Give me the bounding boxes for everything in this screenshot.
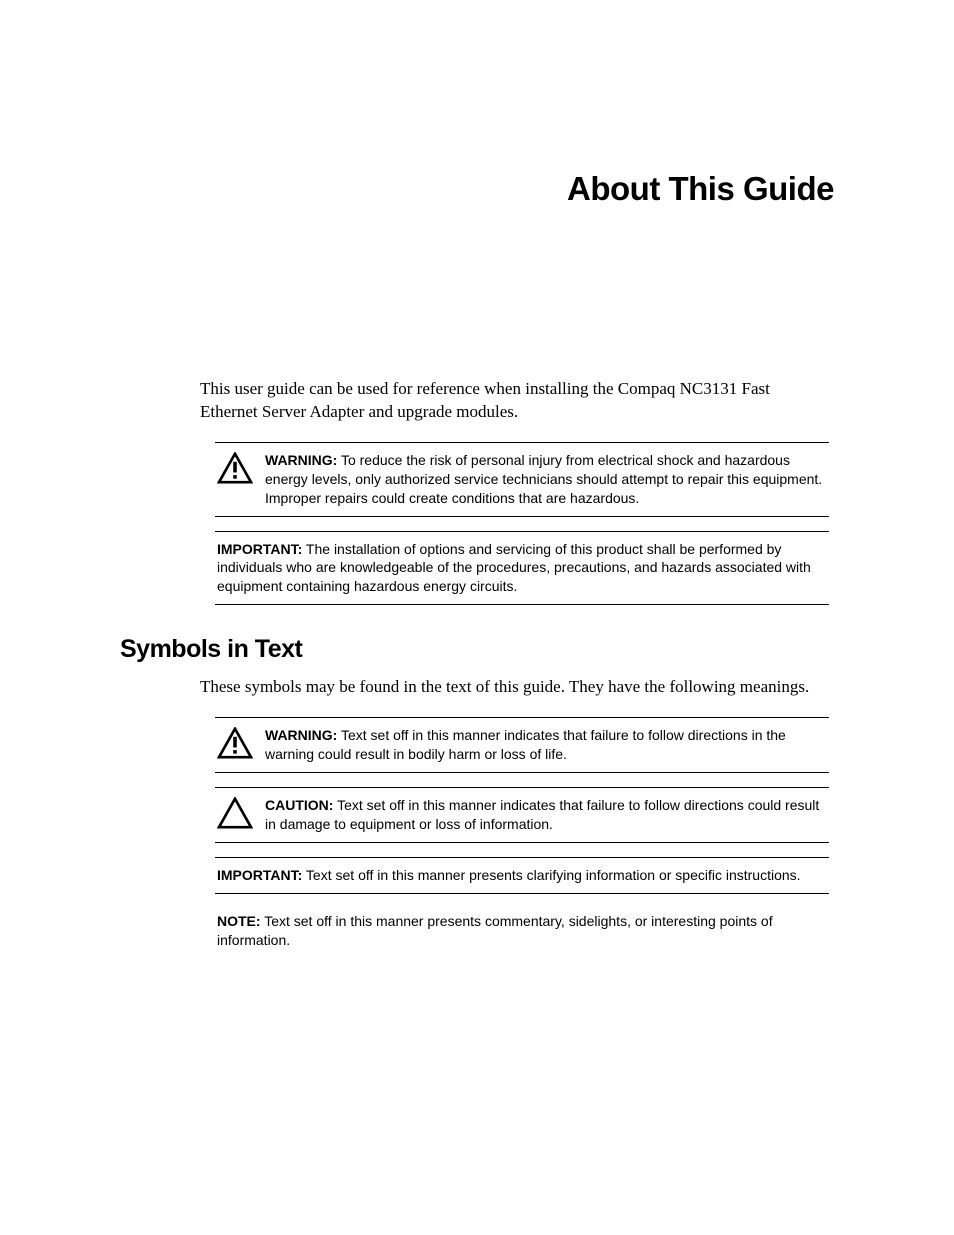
notice-row: WARNING: To reduce the risk of personal … [217,451,827,508]
document-page: About This Guide This user guide can be … [0,0,954,1235]
warning-icon [217,451,253,485]
important-text-1: IMPORTANT: The installation of options a… [217,540,827,597]
notice-row: CAUTION: Text set off in this manner ind… [217,796,827,834]
important-body: Text set off in this manner presents cla… [302,867,800,883]
section-heading: Symbols in Text [120,635,834,664]
warning-body: To reduce the risk of personal injury fr… [265,452,822,506]
warning-icon [217,726,253,760]
caution-body: Text set off in this manner indicates th… [265,797,819,832]
caution-label: CAUTION: [265,797,333,813]
warning-text-1: WARNING: To reduce the risk of personal … [265,451,827,508]
warning-block-2: WARNING: Text set off in this manner ind… [215,717,829,773]
important-text-2: IMPORTANT: Text set off in this manner p… [217,866,827,885]
intro-paragraph: This user guide can be used for referenc… [200,378,829,424]
caution-icon [217,796,253,830]
warning-label: WARNING: [265,727,337,743]
warning-block-1: WARNING: To reduce the risk of personal … [215,442,829,517]
warning-label: WARNING: [265,452,337,468]
notice-row: WARNING: Text set off in this manner ind… [217,726,827,764]
important-label: IMPORTANT: [217,867,302,883]
section-intro: These symbols may be found in the text o… [200,676,829,699]
important-label: IMPORTANT: [217,541,302,557]
warning-text-2: WARNING: Text set off in this manner ind… [265,726,827,764]
important-block-2: IMPORTANT: Text set off in this manner p… [215,857,829,894]
note-label: NOTE: [217,913,261,929]
note-line: NOTE: Text set off in this manner presen… [215,908,829,954]
page-title: About This Guide [120,170,834,208]
caution-block: CAUTION: Text set off in this manner ind… [215,787,829,843]
caution-text: CAUTION: Text set off in this manner ind… [265,796,827,834]
note-body: Text set off in this manner presents com… [217,913,773,948]
important-block-1: IMPORTANT: The installation of options a… [215,531,829,606]
important-body: The installation of options and servicin… [217,541,811,595]
warning-body: Text set off in this manner indicates th… [265,727,786,762]
